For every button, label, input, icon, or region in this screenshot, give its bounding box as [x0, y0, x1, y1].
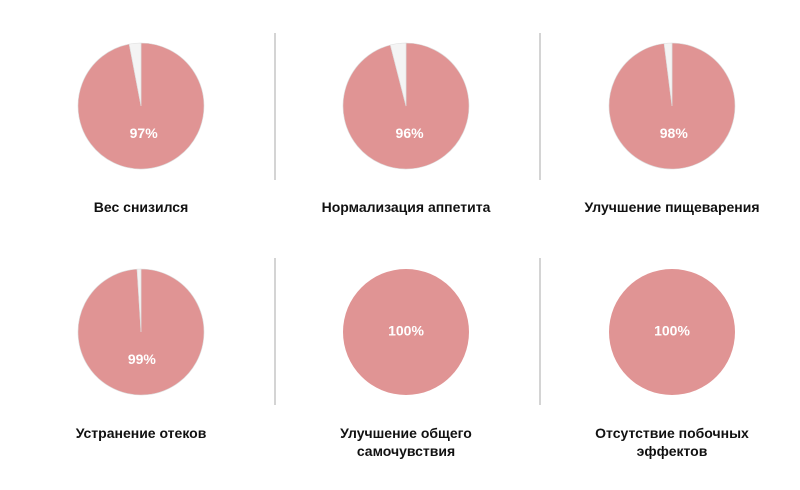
pie-slice — [128, 42, 142, 107]
pie-slice — [609, 269, 735, 395]
value-label: 100% — [388, 323, 424, 339]
value-label: 97% — [130, 125, 159, 141]
pie-slice — [389, 42, 407, 107]
chart-title: Нормализация аппетита — [321, 199, 491, 215]
chart-title: Устранение отеков — [75, 425, 207, 441]
chart-title: Улучшение общего самочувствия — [340, 425, 472, 459]
chart-title: Вес снизился — [93, 199, 189, 215]
pie-slice — [343, 269, 469, 395]
chart-title: Улучшение пищеварения — [584, 199, 760, 215]
value-label: 96% — [396, 125, 425, 141]
pie-slice — [663, 42, 673, 107]
pie-slice — [136, 268, 142, 333]
chart-title: Отсутствие побочных эффектов — [595, 425, 749, 459]
value-label: 100% — [654, 323, 690, 339]
value-label: 98% — [660, 125, 689, 141]
value-label: 99% — [128, 351, 157, 367]
